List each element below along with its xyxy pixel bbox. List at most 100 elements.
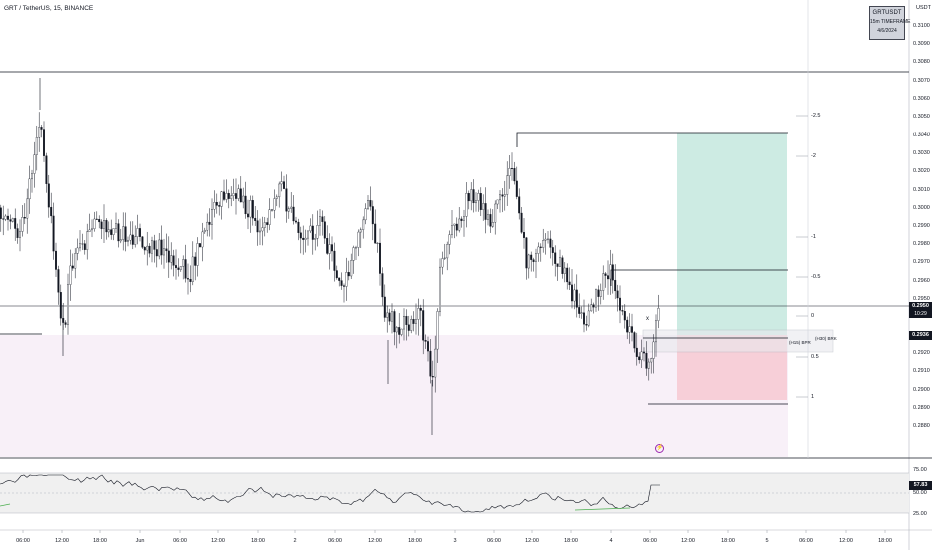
candle-body (501, 194, 504, 197)
candle-body (657, 307, 660, 321)
candle-body (415, 319, 417, 324)
candle-body (268, 209, 271, 225)
info-symbol: GRTUSDT (872, 10, 902, 16)
candle-body (453, 223, 456, 226)
candle-body (458, 218, 461, 231)
bpr-box (642, 329, 834, 353)
candle-body (230, 195, 233, 199)
candle-body (508, 168, 511, 176)
info-timeframe: 15m TIMEFRAME (870, 19, 911, 25)
time-axis-label: 12:00 (839, 538, 853, 544)
candle-body (417, 308, 420, 320)
candle-body (21, 217, 24, 232)
candle-body (470, 189, 473, 202)
candle-body (2, 218, 5, 220)
candle-body (563, 267, 566, 274)
candle-body (110, 229, 113, 235)
time-axis-label: 18:00 (93, 538, 107, 544)
candle-body (191, 256, 194, 282)
candle-body (460, 218, 463, 221)
candle-body (278, 183, 281, 198)
candle-body (93, 218, 96, 230)
candle-body (86, 231, 89, 250)
candle-body (482, 203, 485, 210)
candle-body (206, 221, 209, 231)
candle-body (208, 221, 211, 225)
candle-body (326, 238, 329, 254)
x-mark: x (646, 316, 649, 322)
candle-body (487, 214, 489, 220)
candle-body (655, 320, 657, 343)
fib-level-label: -1 (811, 234, 816, 240)
candle-body (321, 216, 324, 222)
candle-body (223, 191, 225, 200)
time-axis-label: 06:00 (16, 538, 30, 544)
candle-body (71, 265, 74, 269)
candle-body (383, 296, 386, 318)
candle-body (451, 225, 453, 235)
candle-body (139, 228, 141, 237)
candle-body (165, 248, 168, 252)
candle-body (434, 348, 437, 378)
time-axis-label: 12:00 (55, 538, 69, 544)
candle-body (503, 194, 506, 197)
candle-body (35, 137, 38, 155)
candle-body (52, 215, 55, 252)
time-axis-label: 12:00 (368, 538, 382, 544)
candle-body (280, 181, 283, 185)
candle-body (179, 266, 182, 270)
candle-body (91, 228, 93, 231)
candle-body (115, 223, 117, 229)
info-date: 4/6/2024 (877, 28, 897, 34)
candle-body (273, 198, 276, 211)
candle-body (187, 278, 189, 280)
candlestick-series (0, 78, 660, 435)
bpr-label: (H15) BPR (789, 340, 811, 345)
candle-body (143, 247, 146, 251)
candle-body (129, 234, 132, 241)
time-axis-label: 18:00 (408, 538, 422, 544)
candle-body (242, 195, 245, 203)
candle-body (153, 240, 156, 250)
candle-body (616, 290, 619, 299)
rsi-divergence-line (0, 503, 11, 507)
candle-body (631, 326, 633, 333)
candle-body (292, 206, 295, 222)
candle-body (647, 361, 650, 369)
candle-body (107, 229, 110, 233)
target-high-line (516, 132, 788, 147)
candle-body (98, 219, 101, 223)
candle-body (499, 194, 501, 201)
candle-body (235, 193, 237, 199)
price-axis-label: 0.3030 (913, 150, 930, 157)
candle-body (184, 259, 187, 279)
candle-body (412, 319, 415, 324)
candle-body (33, 154, 36, 174)
candle-body (650, 358, 653, 363)
candle-body (619, 297, 621, 311)
price-axis-label: 0.2890 (913, 404, 930, 411)
candle-body (645, 352, 648, 369)
candle-body (117, 223, 120, 242)
candle-body (239, 188, 242, 203)
candle-body (203, 229, 206, 233)
price-axis-label: 0.3100 (913, 23, 930, 29)
symbol-title[interactable]: GRT / TetherUS, 15, BINANCE (4, 5, 94, 12)
candle-body (652, 341, 655, 359)
candle-body (40, 127, 43, 130)
candle-body (163, 248, 165, 256)
candle-body (285, 188, 288, 212)
candle-body (626, 319, 629, 333)
candle-body (136, 228, 139, 237)
candle-body (338, 277, 341, 281)
lightning-icon[interactable]: ⚡ (655, 444, 664, 453)
candle-body (4, 215, 7, 220)
candle-body (599, 290, 602, 297)
candle-body (199, 243, 201, 248)
candle-body (611, 264, 614, 281)
price-axis-label: 0.3080 (913, 59, 930, 66)
candle-body (379, 242, 381, 274)
candle-body (287, 208, 290, 212)
